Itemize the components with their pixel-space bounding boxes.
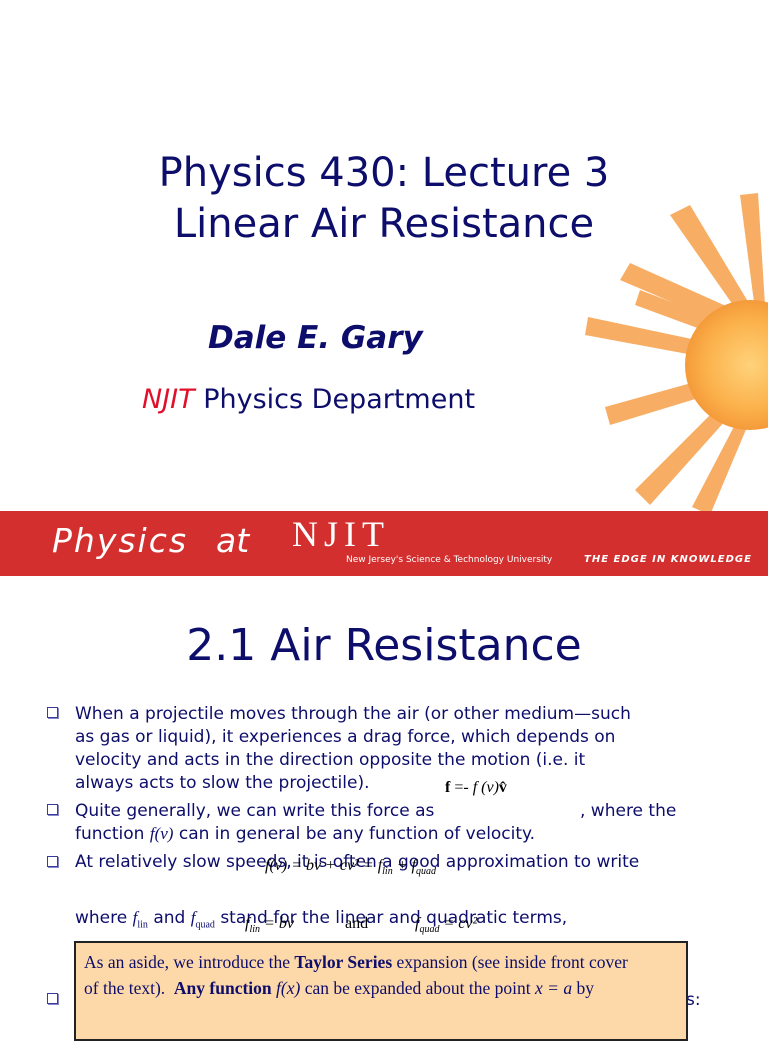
text: lin: [137, 919, 148, 931]
eq-part: + f: [396, 857, 416, 874]
title-line: Physics 430: Lecture 3: [158, 150, 610, 196]
sun-graphic: [585, 193, 768, 515]
bullet-marker: [47, 856, 58, 867]
text: expansion (see inside front cover: [396, 952, 628, 972]
banner-tagline: THE EDGE IN KNOWLEDGE: [584, 554, 752, 565]
eq-part: f: [245, 915, 250, 932]
eq-part: lin: [382, 866, 393, 878]
banner-njit: NJIT: [292, 514, 390, 554]
text: f: [132, 908, 138, 927]
bullet-marker: [47, 804, 58, 815]
eq-part: f: [415, 915, 420, 932]
author: Dale E. Gary: [208, 320, 423, 356]
text: can in general be any function of veloci…: [178, 824, 536, 844]
text: f(x): [276, 978, 301, 998]
eq-part: lin: [249, 924, 261, 936]
eq-part: and: [345, 915, 369, 932]
text: Any function: [173, 978, 272, 998]
bullet-marker: [47, 993, 58, 1004]
slide-title: 2.1 Air Resistance: [186, 620, 582, 671]
text: and: [153, 908, 186, 928]
text: stand for the linear and quadratic terms…: [220, 908, 568, 928]
text: by: [576, 978, 594, 998]
text: As an aside, we introduce the: [84, 952, 291, 972]
eq-part: = cv²: [443, 915, 478, 932]
eq-part: quad: [415, 866, 436, 878]
banner-physics: Physics: [52, 521, 189, 560]
text-line: s:: [686, 990, 701, 1010]
text-line: always acts to slow the projectile).: [75, 773, 370, 793]
text: can be expanded about the point: [304, 978, 531, 998]
text: f(v): [149, 824, 174, 843]
banner: Physics at NJIT New Jersey's Science & T…: [0, 511, 768, 576]
equation: flin = bv and fquad = cv²: [245, 915, 477, 936]
text-line: At relatively slow speeds, it is often a…: [75, 852, 640, 872]
text-line: as gas or liquid), it experiences a drag…: [75, 727, 616, 747]
text-line: function f(v) can in general be any func…: [75, 824, 535, 844]
text-line: , where the: [580, 801, 677, 821]
eq-part: quad: [419, 924, 440, 936]
text: f: [190, 908, 196, 927]
eq-part: v̂: [498, 779, 507, 796]
eq-part: f(v) = bv + cv² = f: [265, 857, 383, 874]
text: quad: [195, 919, 215, 931]
banner-university: New Jersey's Science & Technology Univer…: [346, 555, 553, 565]
dept-prefix: NJIT: [142, 384, 195, 415]
bullet-marker: [47, 707, 58, 718]
equation: f(v) = bv + cv² = flin + fquad: [265, 857, 436, 877]
department: NJIT Physics Department: [142, 384, 475, 415]
eq-part: f (v): [472, 779, 499, 796]
text-line: Quite generally, we can write this force…: [75, 801, 435, 821]
eq-part: f: [445, 779, 451, 796]
banner-at: at: [216, 521, 250, 560]
text: of the text).: [84, 978, 166, 998]
title-line: Linear Air Resistance: [173, 201, 595, 247]
text: Taylor Series: [294, 952, 393, 972]
aside-box: As an aside, we introduce the Taylor Ser…: [74, 941, 688, 1041]
eq-part: =-: [454, 779, 469, 796]
text-line: where flin and fquad stand for the linea…: [75, 908, 567, 930]
eq-part: = bv: [264, 915, 294, 932]
text: x = a: [535, 978, 573, 998]
equation: f =- f (v)v̂: [445, 779, 507, 797]
dept: Physics Department: [203, 384, 476, 415]
text: where: [75, 908, 128, 928]
text-line: velocity and acts in the direction oppos…: [75, 750, 586, 770]
text: function: [75, 824, 145, 844]
text-line: When a projectile moves through the air …: [75, 704, 631, 724]
